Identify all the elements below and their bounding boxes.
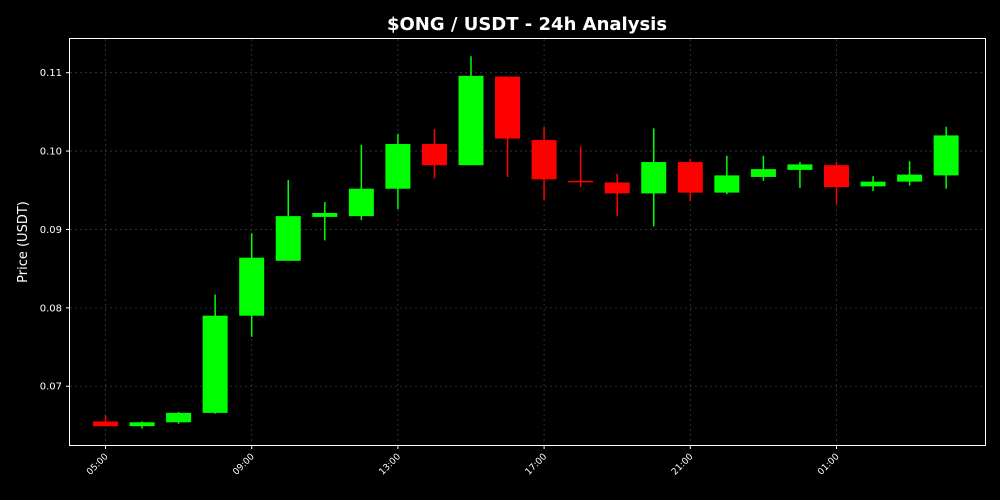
candles-layer: [93, 56, 959, 429]
candle: [787, 162, 813, 188]
chart-title: $ONG / USDT - 24h Analysis: [387, 14, 667, 35]
candle-body: [312, 213, 338, 217]
candle-body: [421, 144, 447, 166]
candle: [312, 202, 338, 241]
candle: [824, 162, 849, 205]
candle-body: [166, 412, 192, 423]
x-tick-label: 13:00: [378, 452, 404, 478]
plot-area-frame: [69, 38, 986, 446]
candle: [750, 155, 776, 181]
candle-body: [385, 144, 411, 189]
candle-body: [129, 422, 155, 427]
candle-body: [714, 175, 740, 193]
candle-body: [787, 164, 813, 170]
x-tick-label: 01:00: [816, 452, 842, 478]
candle-body: [495, 76, 521, 139]
candle: [495, 76, 521, 177]
candle-body: [641, 162, 667, 194]
candle-body: [202, 315, 228, 413]
y-tick-label: 0.07: [40, 382, 62, 393]
candle: [531, 126, 557, 201]
y-axis-ticks: 0.07 0.08 0.09 0.10 0.11: [40, 68, 70, 393]
candle: [641, 128, 667, 227]
x-tick-label: 21:00: [670, 452, 696, 478]
candle: [275, 180, 301, 261]
candle: [202, 294, 228, 414]
x-tick-label: 17:00: [524, 452, 550, 478]
candle: [421, 129, 447, 179]
candle-body: [897, 174, 923, 182]
candle: [568, 146, 594, 188]
candle-body: [458, 75, 484, 166]
candle-body: [860, 181, 886, 187]
candle: [604, 173, 630, 217]
candle: [385, 133, 411, 210]
candle: [933, 126, 959, 189]
y-tick-label: 0.10: [40, 147, 62, 158]
candle-body: [348, 188, 374, 217]
candle: [239, 233, 265, 337]
candle-body: [604, 182, 630, 194]
candle: [93, 415, 118, 427]
candle-body: [531, 140, 557, 180]
candle-body: [275, 216, 301, 261]
candle: [714, 155, 740, 195]
x-tick-label: 05:00: [85, 452, 111, 478]
candle: [458, 56, 484, 166]
candle-body: [750, 169, 776, 177]
candle-body: [568, 180, 594, 183]
y-tick-label: 0.08: [40, 303, 62, 314]
y-tick-label: 0.11: [40, 68, 62, 79]
candle: [348, 144, 374, 221]
y-tick-label: 0.09: [40, 225, 62, 236]
y-axis-label: Price (USDT): [16, 201, 31, 283]
candle: [897, 161, 923, 186]
candle-body: [677, 162, 703, 193]
x-tick-label: 09:00: [231, 452, 257, 478]
candle-body: [239, 257, 265, 316]
candle-body: [933, 135, 959, 176]
candle: [129, 421, 155, 429]
candle: [166, 412, 192, 424]
candle-body: [93, 421, 118, 427]
candle: [860, 176, 886, 192]
candle: [677, 158, 703, 202]
x-axis-ticks: 05:00 09:00 13:00 17:00 21:00 01:00: [85, 445, 842, 477]
candle-body: [824, 165, 849, 188]
